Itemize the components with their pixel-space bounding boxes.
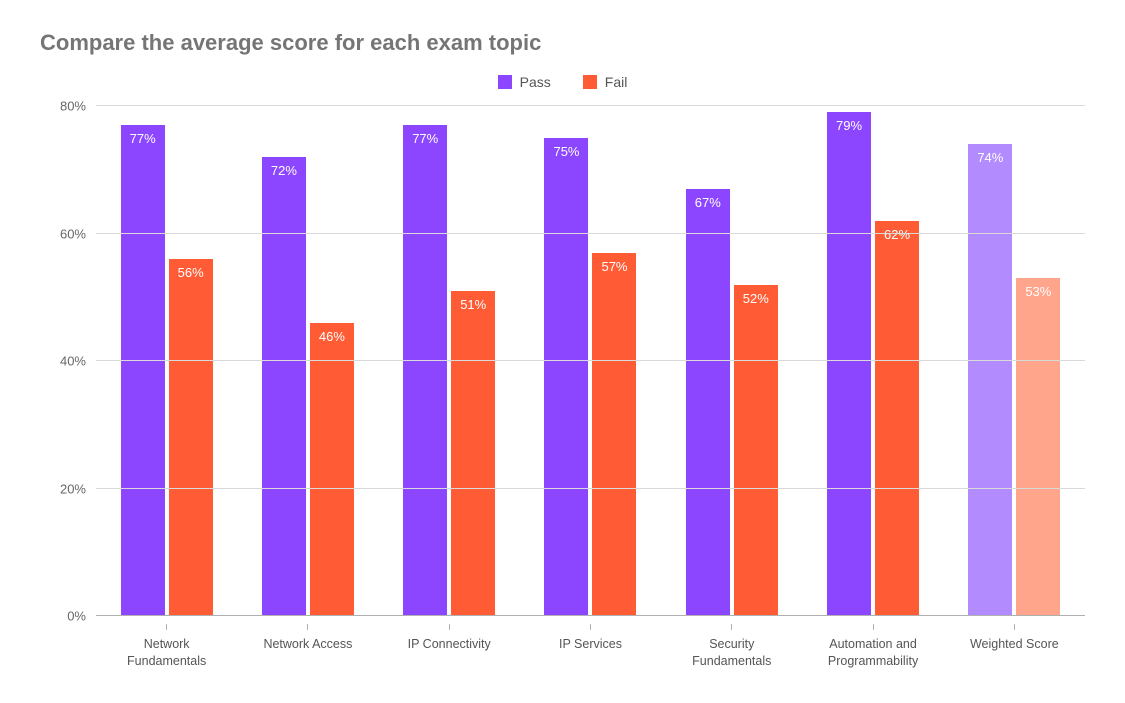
y-tick-label: 40% <box>60 354 86 369</box>
bar-value-label: 57% <box>601 259 627 274</box>
x-tick: IP Services <box>520 624 661 670</box>
bar-group: 67% 52% <box>661 106 802 616</box>
x-axis-label: IP Connectivity <box>408 636 491 653</box>
plot-area: 77% 56% 72% 46% 77% 51% 75% 57% 67% 52% 79% 62% 74% 5… <box>96 106 1085 616</box>
y-tick-label: 60% <box>60 226 86 241</box>
bar-value-label: 77% <box>412 131 438 146</box>
bar: 74% <box>968 144 1012 616</box>
chart-area: 0%20%40%60%80% 77%56%72%46%77%51%75%57%6… <box>40 106 1085 616</box>
bar: 67% <box>686 189 730 616</box>
bar: 56% <box>169 259 213 616</box>
bar-value-label: 51% <box>460 297 486 312</box>
bar-value-label: 52% <box>743 291 769 306</box>
bar-group: 75% 57% <box>520 106 661 616</box>
bar-group: 77% 51% <box>379 106 520 616</box>
bar: 52% <box>734 285 778 617</box>
bar-groups: 77% 56% 72% 46% 77% 51% 75% 57% 67% 52% 79% 62% 74% 5… <box>96 106 1085 616</box>
chart-title: Compare the average score for each exam … <box>40 30 1085 56</box>
bar-group: 72% 46% <box>237 106 378 616</box>
bar-group: 74% 53% <box>944 106 1085 616</box>
bar-value-label: 67% <box>695 195 721 210</box>
x-tick: IP Connectivity <box>379 624 520 670</box>
x-axis-label: Weighted Score <box>970 636 1059 653</box>
x-axis-label: Automation and Programmability <box>813 636 933 670</box>
bar-value-label: 53% <box>1025 284 1051 299</box>
x-tick-mark <box>873 624 874 630</box>
x-tick-mark <box>1014 624 1015 630</box>
bar: 62% <box>875 221 919 616</box>
y-axis: 0%20%40%60%80% <box>40 106 96 616</box>
bar: 75% <box>544 138 588 616</box>
x-tick-mark <box>166 624 167 630</box>
gridline <box>96 233 1085 234</box>
x-tick-mark <box>731 624 732 630</box>
x-axis-label: Security Fundamentals <box>672 636 792 670</box>
bar-value-label: 74% <box>977 150 1003 165</box>
legend-swatch-fail <box>583 75 597 89</box>
gridline <box>96 360 1085 361</box>
x-axis-label: Network Access <box>263 636 352 653</box>
x-tick-mark <box>307 624 308 630</box>
legend-label-fail: Fail <box>605 74 628 90</box>
legend-item-fail: Fail <box>583 74 628 90</box>
x-tick-mark <box>449 624 450 630</box>
bar-value-label: 62% <box>884 227 910 242</box>
x-tick: Security Fundamentals <box>661 624 802 670</box>
bar-group: 79% 62% <box>802 106 943 616</box>
x-tick: Weighted Score <box>944 624 1085 670</box>
bar: 53% <box>1016 278 1060 616</box>
bar: 72% <box>262 157 306 616</box>
bar-value-label: 46% <box>319 329 345 344</box>
legend: Pass Fail <box>40 74 1085 90</box>
x-axis-label: Network Fundamentals <box>107 636 227 670</box>
legend-item-pass: Pass <box>498 74 551 90</box>
bar-value-label: 75% <box>553 144 579 159</box>
gridline <box>96 488 1085 489</box>
bar: 46% <box>310 323 354 616</box>
gridline <box>96 105 1085 106</box>
x-baseline <box>96 615 1085 616</box>
bar: 77% <box>403 125 447 616</box>
x-tick: Network Access <box>237 624 378 670</box>
bar-value-label: 77% <box>130 131 156 146</box>
x-axis-label: IP Services <box>559 636 622 653</box>
bar-group: 77% 56% <box>96 106 237 616</box>
y-tick-label: 80% <box>60 99 86 114</box>
legend-label-pass: Pass <box>520 74 551 90</box>
x-axis: Network Fundamentals Network Access IP Con… <box>96 624 1085 670</box>
y-tick-label: 0% <box>67 609 86 624</box>
bar: 77% <box>121 125 165 616</box>
bar-value-label: 72% <box>271 163 297 178</box>
y-tick-label: 20% <box>60 481 86 496</box>
bar: 51% <box>451 291 495 616</box>
x-tick: Automation and Programmability <box>802 624 943 670</box>
x-tick-mark <box>590 624 591 630</box>
bar: 57% <box>592 253 636 616</box>
x-tick: Network Fundamentals <box>96 624 237 670</box>
legend-swatch-pass <box>498 75 512 89</box>
bar: 79% <box>827 112 871 616</box>
bar-value-label: 79% <box>836 118 862 133</box>
bar-value-label: 56% <box>178 265 204 280</box>
